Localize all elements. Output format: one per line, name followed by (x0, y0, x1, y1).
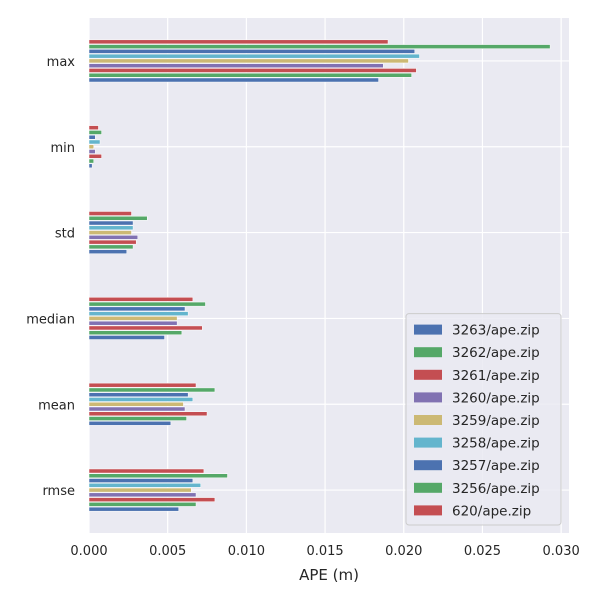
y-tick-label: min (50, 141, 75, 156)
bar (88, 68, 417, 73)
legend-swatch (414, 482, 442, 493)
bar (88, 421, 172, 426)
bar (88, 235, 139, 240)
bar (88, 387, 216, 393)
bar (88, 230, 132, 235)
bar (88, 497, 216, 502)
y-tick-label: rmse (42, 484, 75, 499)
legend-label: 3261/ape.zip (452, 368, 540, 384)
x-tick-label: 0.005 (149, 544, 186, 559)
bar (88, 401, 184, 407)
bar (88, 320, 178, 326)
bar (88, 392, 189, 397)
bar (88, 473, 228, 479)
y-tick-label: median (26, 312, 75, 327)
bar (88, 301, 206, 307)
x-axis-label: APE (m) (299, 566, 359, 584)
bar (88, 225, 134, 231)
bar (88, 211, 132, 216)
bar (88, 411, 208, 417)
y-tick-label: max (47, 55, 76, 70)
legend-label: 3259/ape.zip (452, 413, 540, 429)
bar (88, 125, 99, 130)
legend-swatch (414, 505, 442, 516)
x-tick-label: 0.020 (385, 544, 422, 559)
bar (88, 502, 197, 507)
bar (88, 239, 137, 245)
bar (88, 297, 194, 302)
bar (88, 149, 96, 154)
bar (88, 249, 128, 254)
bar (88, 478, 194, 483)
legend-swatch (414, 392, 442, 403)
legend-swatch (414, 347, 442, 358)
bar (88, 72, 412, 78)
bar (88, 382, 197, 388)
bar (88, 39, 389, 45)
bar (88, 492, 197, 498)
legend-swatch (414, 437, 442, 448)
x-tick-label: 0.000 (70, 544, 107, 559)
bar (88, 215, 148, 221)
bar (88, 144, 94, 150)
legend-label: 3262/ape.zip (452, 345, 540, 361)
bar (88, 220, 134, 226)
legend-label: 3263/ape.zip (452, 323, 540, 339)
bar (88, 468, 205, 474)
bar (88, 58, 409, 64)
bar (88, 244, 134, 250)
bar (88, 49, 416, 54)
legend-swatch (414, 415, 442, 425)
bar (88, 158, 94, 164)
bar (88, 163, 93, 169)
bar (88, 63, 384, 68)
bar (88, 330, 183, 336)
legend-box (405, 313, 562, 526)
legend-swatch (414, 460, 442, 471)
bar (88, 416, 187, 421)
legend-swatch (414, 324, 442, 335)
y-tick-label: mean (38, 398, 75, 413)
bar (88, 335, 165, 340)
x-tick-label: 0.015 (306, 544, 343, 559)
bar (88, 134, 96, 140)
y-tick-label: std (55, 227, 75, 242)
bar (88, 483, 201, 488)
bar (88, 77, 379, 83)
legend-label: 620/ape.zip (452, 503, 531, 519)
bar (88, 311, 189, 316)
bar (88, 154, 102, 159)
bar (88, 53, 420, 59)
x-tick-label: 0.025 (464, 544, 501, 559)
bar (88, 487, 192, 493)
bar (88, 316, 178, 321)
legend-label: 3256/ape.zip (452, 481, 540, 497)
bar (88, 139, 101, 145)
legend-label: 3258/ape.zip (452, 436, 540, 452)
x-tick-label: 0.010 (228, 544, 265, 559)
x-tick-label: 0.030 (543, 544, 580, 559)
bar (88, 306, 186, 312)
bar (88, 406, 186, 412)
bar (88, 325, 203, 331)
legend-label: 3257/ape.zip (452, 458, 540, 474)
bar (88, 130, 102, 135)
bar (88, 44, 551, 49)
legend-swatch (414, 369, 442, 380)
legend-label: 3260/ape.zip (452, 390, 540, 406)
bar (88, 397, 194, 402)
bar (88, 506, 179, 512)
legend: 3263/ape.zip 3262/ape.zip 3261/ape.zip 3260… (405, 313, 562, 526)
